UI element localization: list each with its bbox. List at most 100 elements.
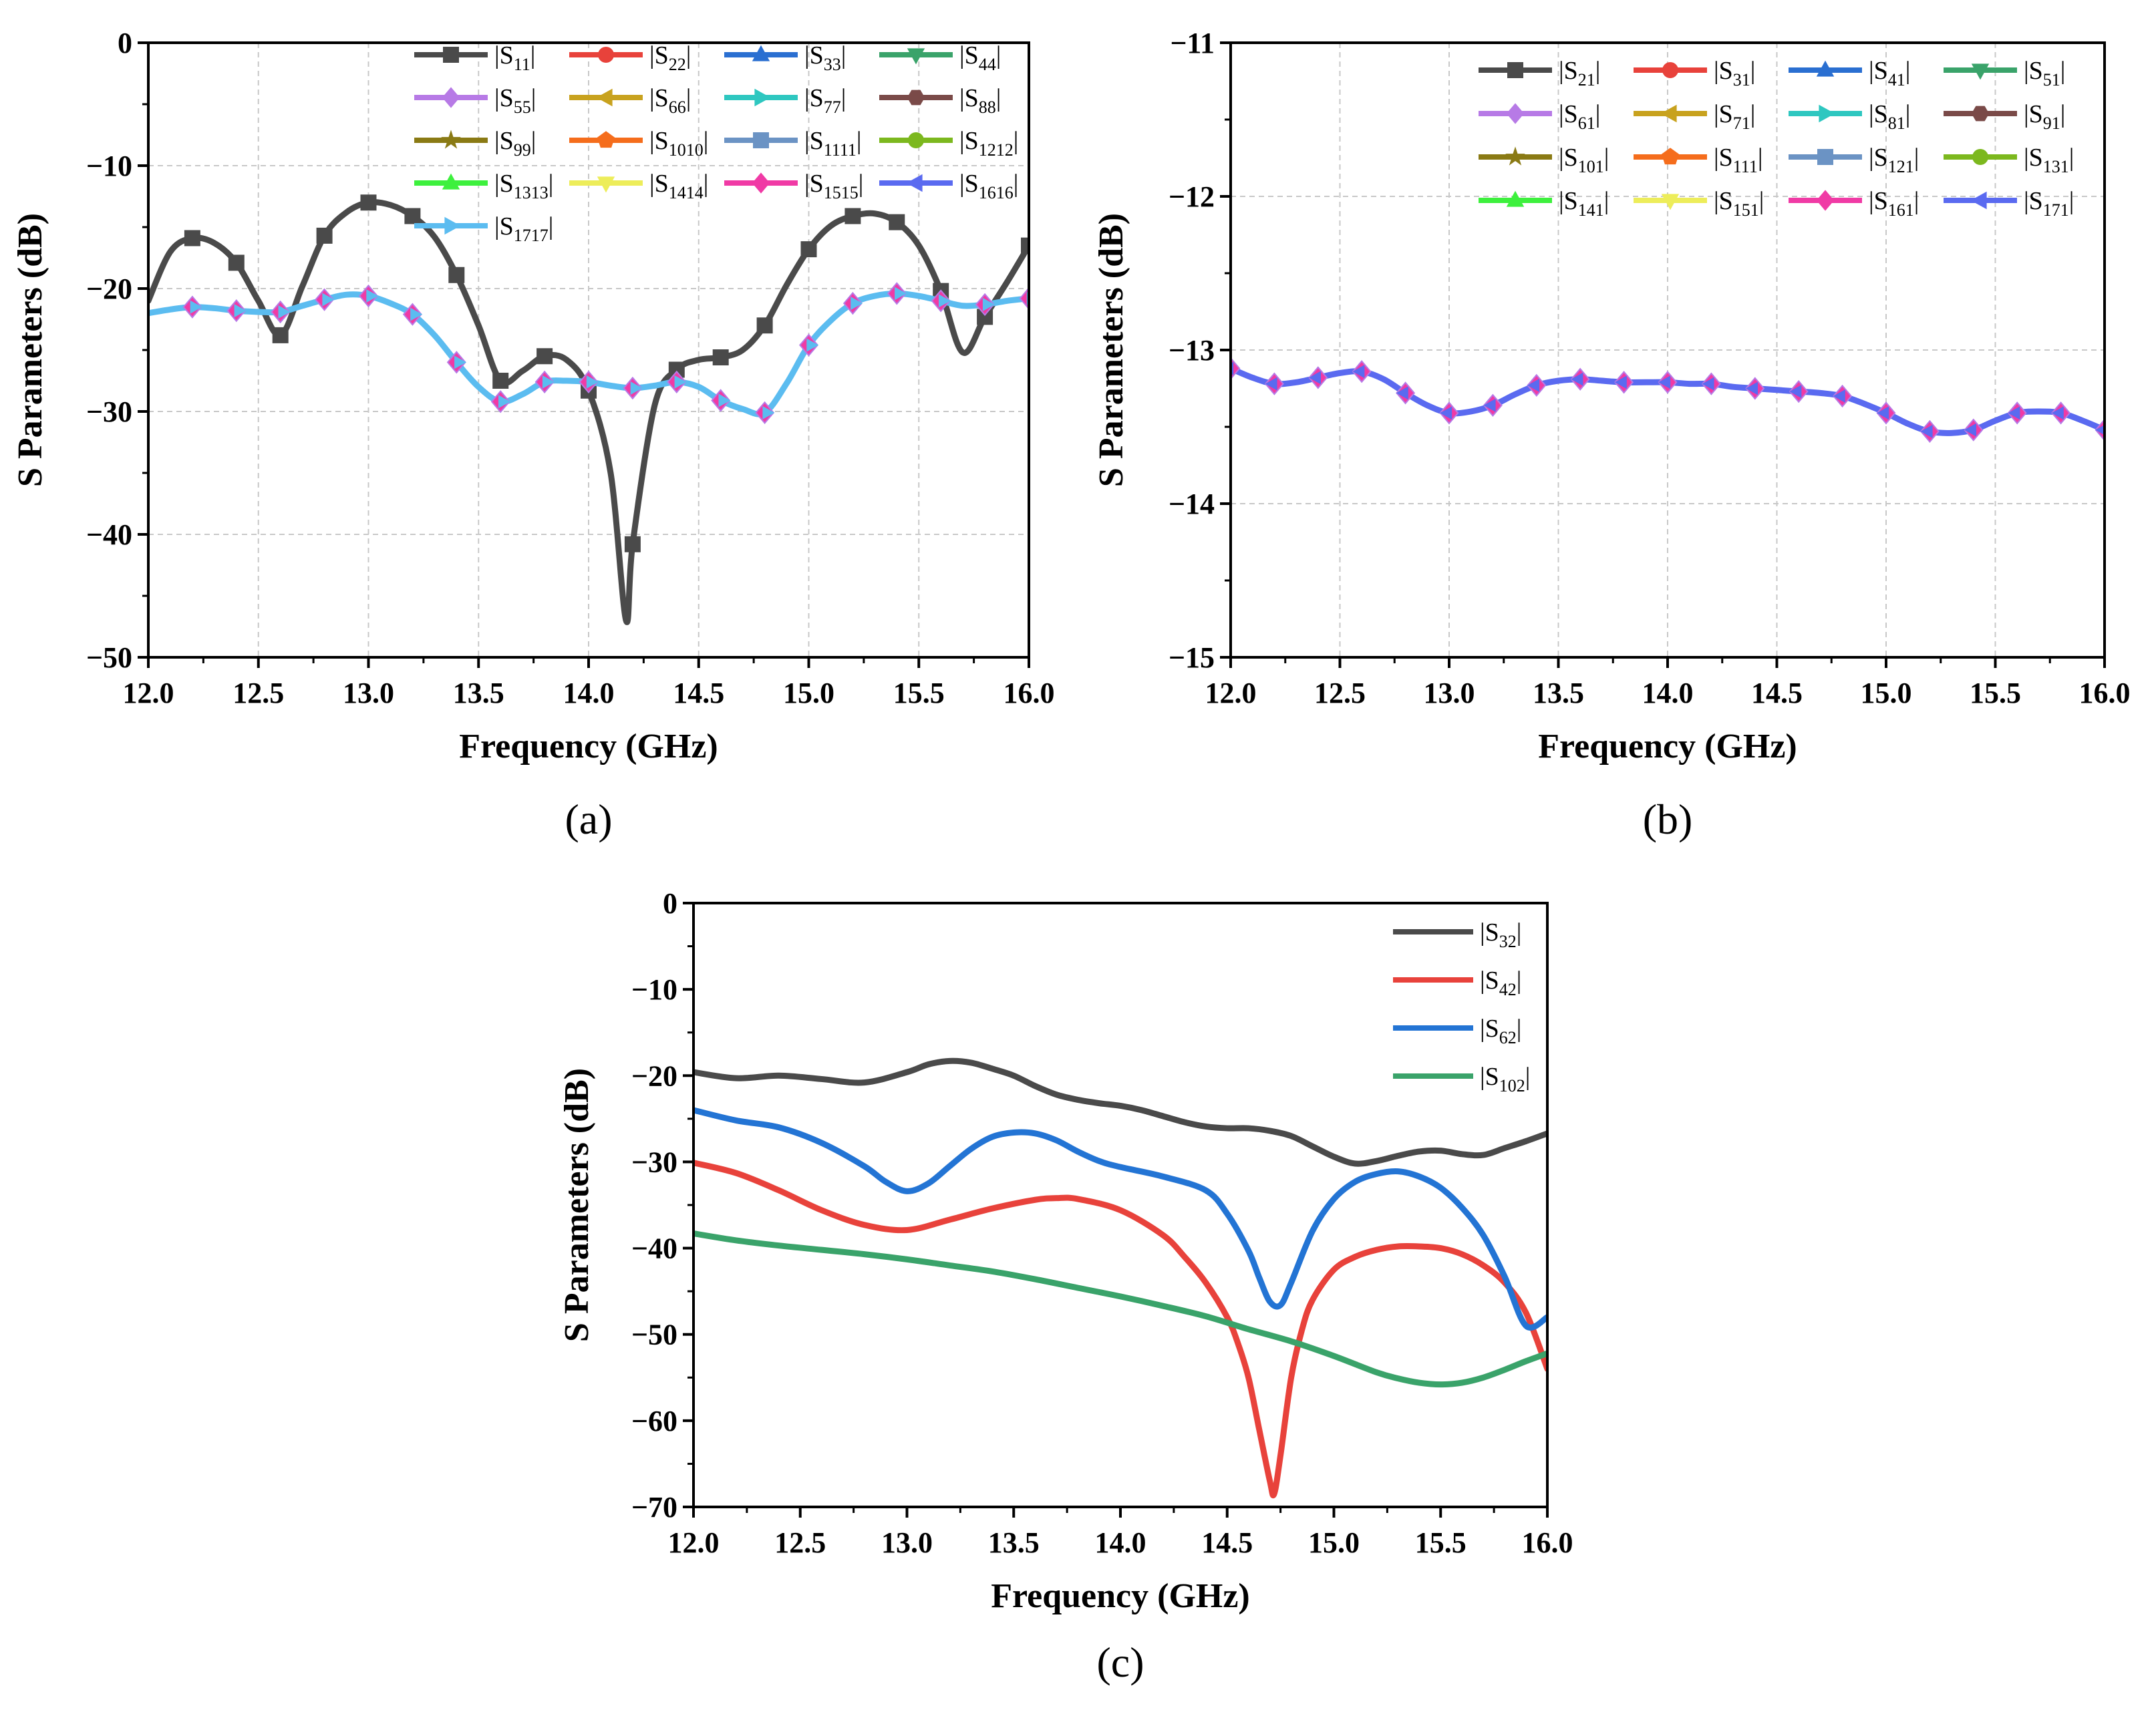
data-point	[756, 317, 773, 334]
data-point	[498, 395, 510, 409]
legend-marker-1010	[597, 131, 615, 148]
data-point	[1833, 389, 1845, 403]
legend-marker-1414	[597, 176, 615, 193]
series-line-102	[694, 1230, 1547, 1388]
x-tick-label: 12.5	[774, 1526, 826, 1559]
x-tick-label: 13.0	[1424, 677, 1475, 709]
data-point	[1920, 425, 1933, 438]
legend-label-161: |S161|	[1869, 187, 1919, 220]
legend-label-1212: |S1212|	[959, 127, 1018, 160]
series-line-42	[694, 1160, 1547, 1499]
legend-label-81: |S81|	[1869, 100, 1910, 133]
data-point	[851, 297, 863, 310]
y-tick-label: −15	[1169, 641, 1215, 674]
data-point	[360, 194, 377, 211]
data-point	[184, 230, 200, 246]
data-point	[668, 361, 685, 378]
panel-label: (c)	[1096, 1639, 1144, 1686]
data-point	[404, 208, 421, 224]
legend-marker-66	[596, 88, 613, 107]
y-tick-label: −70	[631, 1491, 677, 1524]
data-point	[630, 381, 643, 395]
legend-marker-171	[1970, 191, 1987, 210]
legend-label-1616: |S1616|	[959, 170, 1018, 202]
legend-marker-1111	[753, 132, 769, 148]
data-point	[228, 254, 245, 271]
data-point	[982, 298, 995, 311]
data-point	[2008, 406, 2020, 420]
data-point	[1571, 372, 1583, 386]
x-tick-label: 12.5	[1314, 677, 1366, 709]
data-point	[712, 349, 729, 366]
legend-label-1414: |S1414|	[649, 170, 708, 202]
y-tick-label: −30	[86, 395, 132, 428]
legend-marker-1212	[908, 132, 924, 148]
legend-label-41: |S41|	[1869, 57, 1910, 90]
x-tick-label: 15.5	[1970, 677, 2021, 709]
legend-marker-141	[1506, 190, 1525, 207]
legend-marker-1717	[444, 216, 461, 235]
legend-label-141: |S141|	[1559, 187, 1609, 220]
series-line-32	[694, 1057, 1547, 1167]
data-point	[762, 405, 775, 419]
legend-marker-21	[1507, 62, 1523, 78]
legend: |S32| |S42| |S62| |S102|	[1393, 918, 1530, 1095]
data-point	[492, 373, 509, 389]
data-point	[234, 304, 247, 318]
legend-label-151: |S151|	[1714, 187, 1764, 220]
y-tick-label: −50	[631, 1319, 677, 1351]
x-tick-label: 16.0	[1522, 1526, 1573, 1559]
legend-label-11: |S11|	[494, 41, 535, 74]
legend-marker-88	[907, 90, 925, 106]
legend-marker-91	[1971, 106, 1990, 122]
data-point	[2095, 425, 2105, 436]
y-tick-label: −50	[86, 641, 132, 674]
y-tick-label: 0	[663, 887, 677, 920]
data-point	[1021, 237, 1029, 254]
x-tick-label: 15.0	[783, 677, 834, 709]
legend-label-1515: |S1515|	[804, 170, 863, 202]
data-point	[1746, 381, 1758, 395]
legend-marker-81	[1819, 104, 1835, 123]
plot-area	[694, 1057, 1547, 1499]
x-tick-label: 15.5	[893, 677, 945, 709]
data-point	[1877, 406, 1889, 420]
data-point	[1309, 371, 1321, 385]
data-point	[536, 348, 553, 365]
legend-label-1313: |S1313|	[494, 170, 553, 202]
legend-label-21: |S21|	[1559, 57, 1600, 90]
legend-marker-44	[907, 48, 925, 65]
legend-label-33: |S33|	[804, 41, 846, 74]
y-tick-label: −40	[86, 518, 132, 551]
legend-label-121: |S121|	[1869, 144, 1919, 176]
data-point	[1265, 377, 1277, 391]
legend-label-99: |S99|	[494, 127, 536, 160]
data-point	[844, 208, 861, 224]
legend-marker-51	[1971, 63, 1990, 80]
data-point	[190, 300, 202, 314]
legend-label-44: |S44|	[959, 41, 1001, 74]
data-point	[1789, 385, 1802, 398]
legend-marker-161	[1816, 190, 1835, 211]
data-point	[586, 375, 599, 389]
legend-marker-55	[442, 87, 460, 108]
data-point	[718, 393, 731, 407]
y-tick-label: −30	[631, 1146, 677, 1178]
x-tick-label: 12.5	[233, 677, 284, 709]
legend-marker-151	[1661, 194, 1680, 210]
y-tick-label: −10	[86, 150, 132, 182]
x-tick-label: 14.5	[1751, 677, 1803, 709]
data-point	[1396, 386, 1408, 400]
x-tick-label: 14.0	[1642, 677, 1694, 709]
legend-marker-31	[1662, 62, 1678, 78]
legend-label-77: |S77|	[804, 84, 846, 117]
plot-area	[148, 194, 1029, 625]
x-tick-label: 15.0	[1861, 677, 1912, 709]
legend-marker-1515	[752, 172, 770, 194]
legend-marker-71	[1660, 104, 1677, 123]
data-point	[1614, 375, 1627, 389]
x-tick-label: 12.0	[668, 1526, 720, 1559]
legend-marker-1313	[442, 173, 460, 190]
legend-marker-33	[752, 45, 770, 61]
